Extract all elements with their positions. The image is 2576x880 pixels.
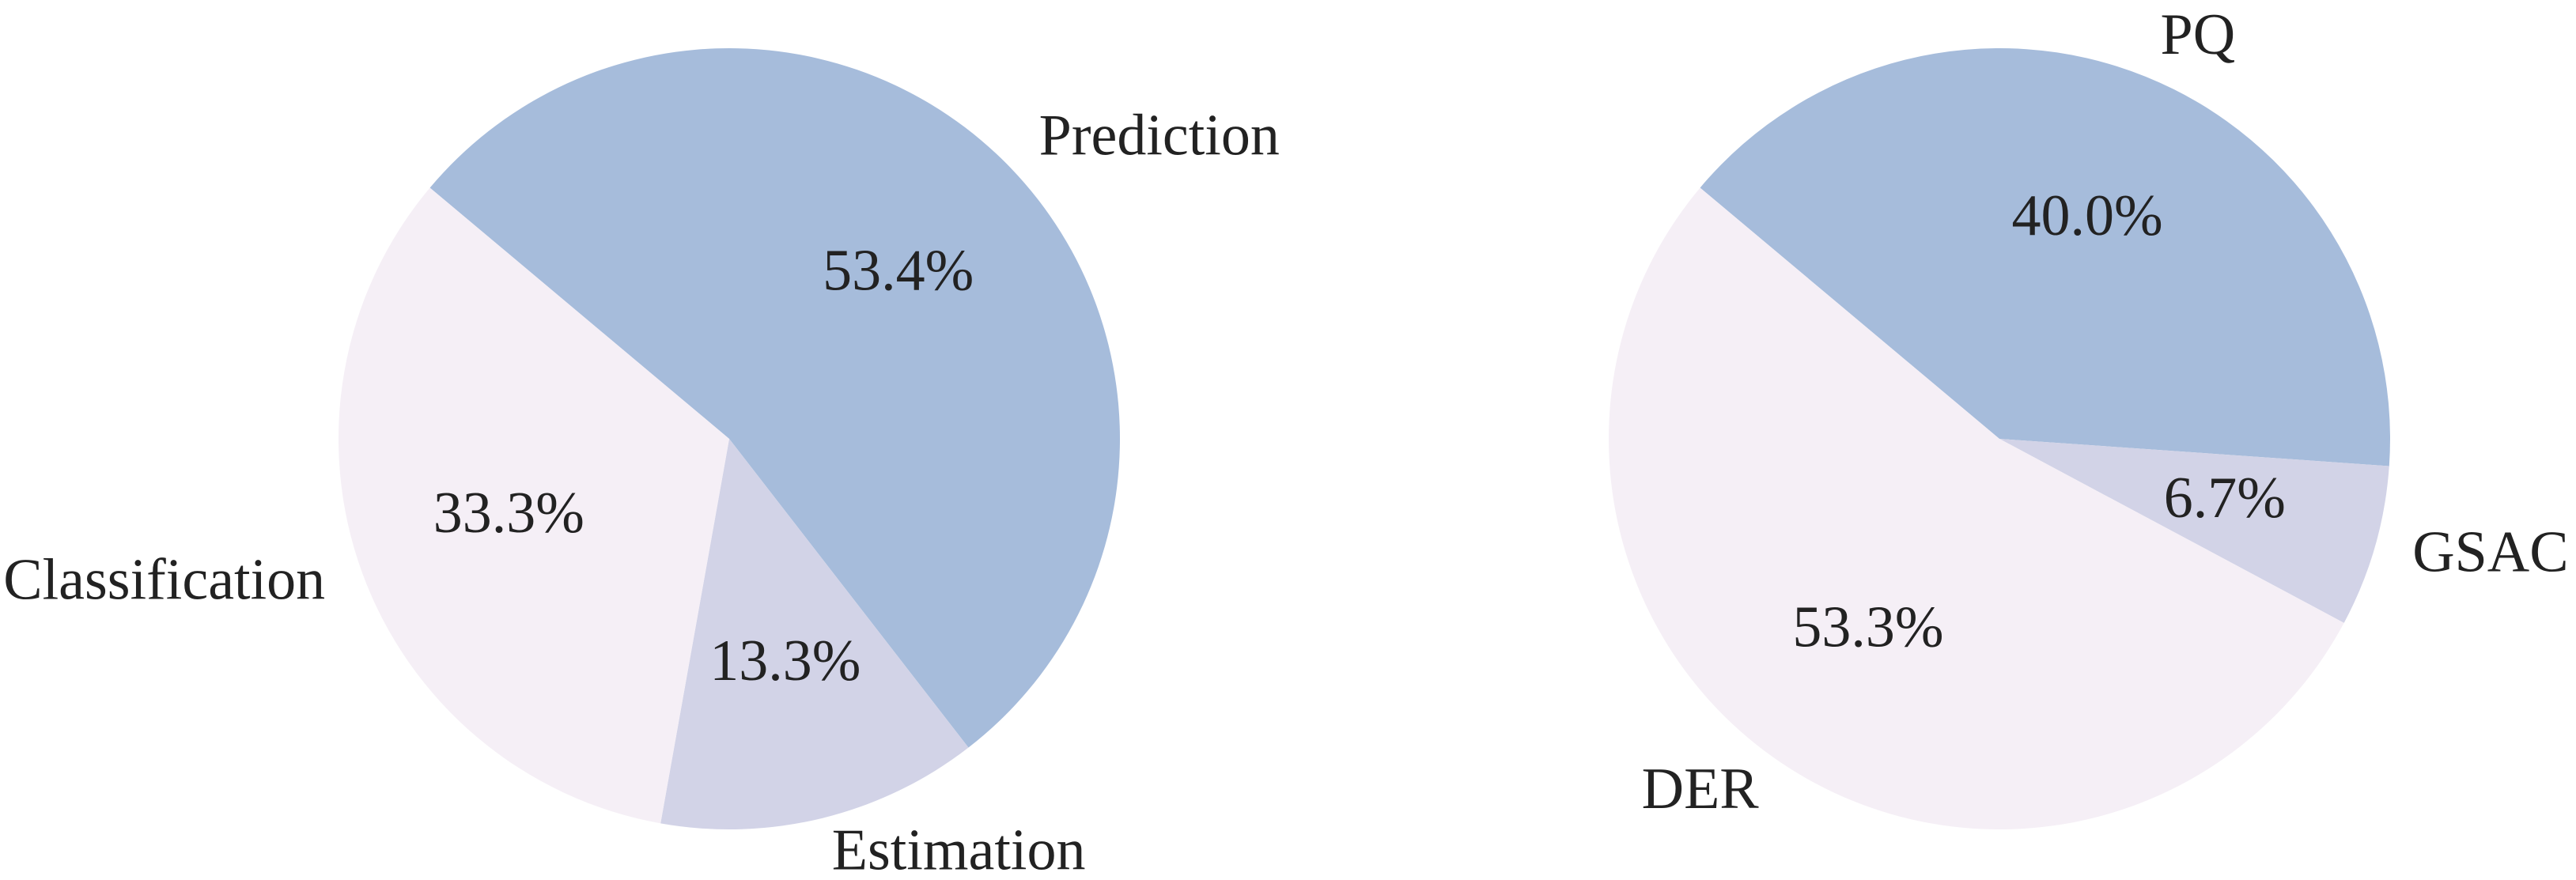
percent-label: 40.0%	[2011, 183, 2162, 248]
pie-slice	[1999, 439, 2389, 623]
pie-slice	[1700, 48, 2390, 466]
percent-label: 53.3%	[1792, 595, 1943, 660]
pie-slice	[660, 439, 969, 829]
percent-label: 6.7%	[2164, 466, 2286, 531]
slice-label: PQ	[2161, 2, 2236, 67]
slice-label: GSAC	[2412, 519, 2568, 584]
slice-label: DER	[1642, 757, 1760, 821]
slice-label: Classification	[3, 547, 325, 612]
slice-label: Prediction	[1039, 103, 1280, 168]
pie-slice	[338, 187, 729, 824]
pie-slice	[1609, 187, 2344, 829]
slice-label: Estimation	[832, 818, 1086, 880]
percent-label: 33.3%	[433, 481, 584, 546]
percent-label: 13.3%	[709, 629, 861, 693]
percent-label: 53.4%	[823, 239, 974, 304]
pie-slice	[429, 48, 1120, 748]
